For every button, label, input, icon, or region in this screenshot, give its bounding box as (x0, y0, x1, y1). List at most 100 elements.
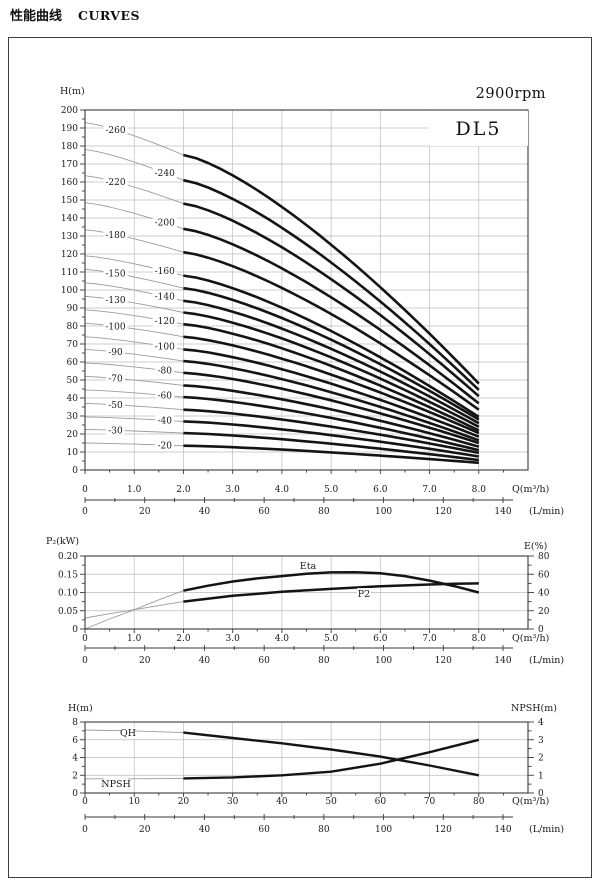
npsh-curve-label: NPSH (101, 779, 131, 790)
pump-model-label: DL5 (429, 111, 528, 146)
tick-label: 0 (82, 656, 88, 666)
axis-title-efficiency: E(%) (524, 541, 547, 552)
axis-title-qh-x: Q(m³/h) (512, 796, 549, 807)
tick-label: 130 (61, 232, 78, 242)
tick-label: 4 (72, 754, 78, 764)
tick-label: 40 (199, 656, 211, 666)
tick-label: 60 (67, 358, 79, 368)
tick-label: 8.0 (472, 634, 487, 644)
tick-label: 90 (67, 304, 79, 314)
tick-label: 80 (318, 507, 330, 517)
tick-label: 0 (538, 789, 544, 799)
tick-label: 3.0 (226, 634, 241, 644)
tick-label: 80 (318, 825, 330, 835)
tick-label: 50 (325, 797, 337, 807)
tick-label: 40 (276, 797, 288, 807)
tick-label: 120 (61, 250, 78, 260)
tick-label: 8 (72, 718, 78, 728)
tick-label: 30 (227, 797, 239, 807)
stage-curve-label: -180 (105, 231, 125, 241)
tick-label: 120 (435, 507, 452, 517)
tick-label: 20 (67, 430, 79, 440)
tick-label: 120 (435, 825, 452, 835)
tick-label: 20 (139, 507, 151, 517)
tick-label: 190 (61, 124, 78, 134)
tick-label: 40 (538, 589, 550, 599)
p2-curve-label: P2 (358, 589, 370, 600)
tick-label: 10 (128, 797, 140, 807)
tick-label: 2 (538, 754, 544, 764)
stage-curve-label: -150 (105, 270, 125, 280)
stage-curve-label: -90 (108, 348, 123, 358)
tick-label: 4 (538, 718, 544, 728)
head-chart-axes (80, 109, 504, 474)
stage-curve-label: -80 (157, 367, 172, 377)
tick-label: 2.0 (176, 634, 191, 644)
stage-curve-label: -140 (155, 293, 175, 303)
tick-label: 6.0 (373, 634, 388, 644)
tick-label: 7.0 (422, 485, 437, 495)
figure-border (8, 37, 592, 878)
tick-label: 180 (61, 142, 78, 152)
tick-label: 200 (61, 106, 78, 116)
tick-label: 160 (61, 178, 78, 188)
tick-label: 60 (258, 825, 270, 835)
tick-label: 0 (72, 789, 78, 799)
stage-curve-label: -200 (155, 219, 175, 229)
qh-curve-label: QH (120, 728, 136, 739)
tick-label: 30 (67, 412, 79, 422)
tick-label: 140 (494, 507, 511, 517)
tick-label: 10 (67, 448, 79, 458)
title-chinese: 性能曲线 (10, 9, 63, 24)
axis-title-head-lmin: (L/min) (529, 506, 564, 517)
stage-curve-label: -30 (108, 426, 123, 436)
tick-label: 1.0 (127, 634, 142, 644)
tick-label: 40 (199, 507, 211, 517)
tick-label: 60 (258, 507, 270, 517)
npsh-chart-axes (80, 721, 534, 797)
tick-label: 100 (61, 286, 78, 296)
tick-label: 40 (67, 394, 79, 404)
tick-label: 5.0 (324, 485, 339, 495)
tick-label: 0 (72, 625, 78, 635)
stage-curve-label: -220 (105, 178, 125, 188)
tick-label: 5.0 (324, 634, 339, 644)
tick-label: 60 (538, 570, 550, 580)
power-chart-axes (80, 555, 534, 633)
tick-label: 0 (82, 797, 88, 807)
title-english: CURVES (78, 8, 141, 23)
tick-label: 80 (67, 322, 79, 332)
tick-label: 6.0 (373, 485, 388, 495)
tick-label: 60 (375, 797, 387, 807)
tick-label: 70 (67, 340, 79, 350)
tick-label: 100 (375, 656, 392, 666)
stage-curve-label: -100 (155, 343, 175, 353)
head-chart-grid (85, 110, 528, 470)
tick-label: 8.0 (472, 485, 487, 495)
axis-title-npsh: NPSH(m) (511, 703, 557, 714)
axis-title-head-y: H(m) (60, 86, 85, 97)
tick-label: 80 (538, 552, 550, 562)
figure-title: 性能曲线 CURVES (10, 5, 140, 24)
axis-title-qh-lmin: (L/min) (529, 824, 564, 835)
tick-label: 20 (538, 607, 550, 617)
tick-label: 140 (494, 825, 511, 835)
tick-label: 20 (178, 797, 190, 807)
tick-label: 140 (494, 656, 511, 666)
stage-curve-label: -40 (157, 417, 172, 427)
tick-label: 0.20 (58, 552, 78, 562)
tick-label: 40 (199, 825, 211, 835)
tick-label: 3 (538, 736, 544, 746)
tick-label: 6 (72, 736, 78, 746)
tick-label: 20 (139, 656, 151, 666)
tick-label: 2.0 (176, 485, 191, 495)
eta-curve-label: Eta (300, 561, 317, 572)
tick-label: 80 (473, 797, 485, 807)
tick-label: 70 (424, 797, 436, 807)
axis-title-head-x: Q(m³/h) (512, 484, 549, 495)
axis-title-power-lmin: (L/min) (529, 655, 564, 666)
head-curves-bold (183, 153, 480, 465)
lmin-axis (84, 645, 513, 651)
tick-label: 1 (538, 771, 544, 781)
stage-curve-label: -240 (155, 169, 175, 179)
